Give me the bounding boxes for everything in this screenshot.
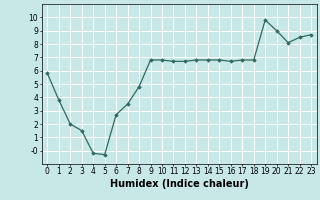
X-axis label: Humidex (Indice chaleur): Humidex (Indice chaleur): [110, 179, 249, 189]
